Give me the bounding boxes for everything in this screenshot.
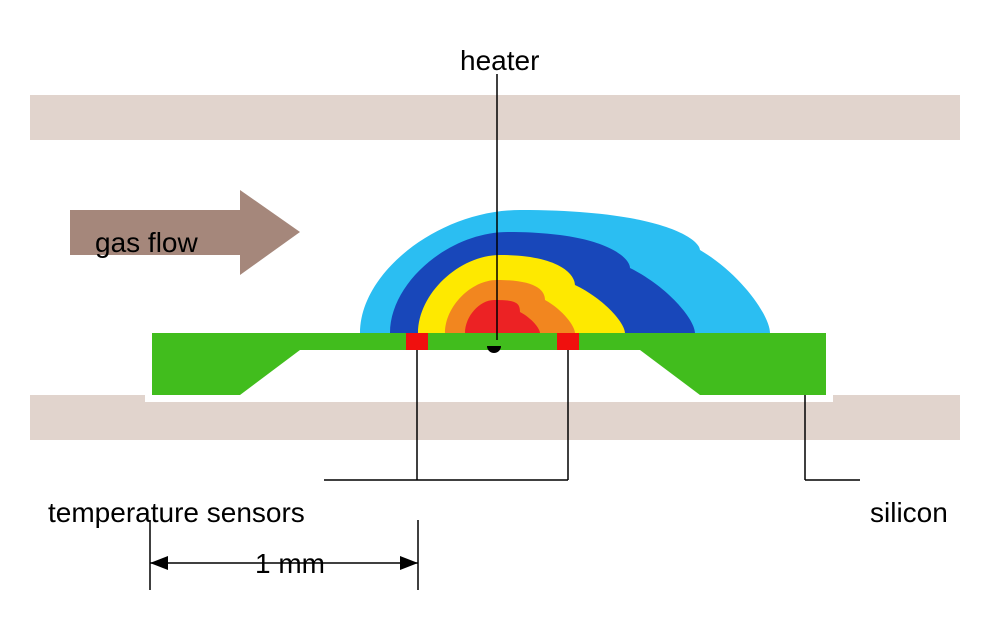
label-scale: 1 mm	[255, 548, 325, 580]
scale-arrow-left	[150, 556, 168, 570]
temperature-sensor-0	[406, 333, 428, 350]
arrow-head	[240, 190, 300, 275]
scale-arrow-right	[400, 556, 418, 570]
label-silicon: silicon	[870, 497, 948, 529]
temperature-sensor-1	[557, 333, 579, 350]
bottom-bar-strip	[30, 402, 960, 440]
top-bar	[30, 95, 960, 140]
label-gas-flow: gas flow	[95, 227, 198, 259]
label-temp-sensors: temperature sensors	[48, 497, 305, 529]
bottom-bar-left	[30, 395, 145, 440]
label-heater: heater	[460, 45, 539, 77]
bottom-bar-right	[833, 395, 960, 440]
